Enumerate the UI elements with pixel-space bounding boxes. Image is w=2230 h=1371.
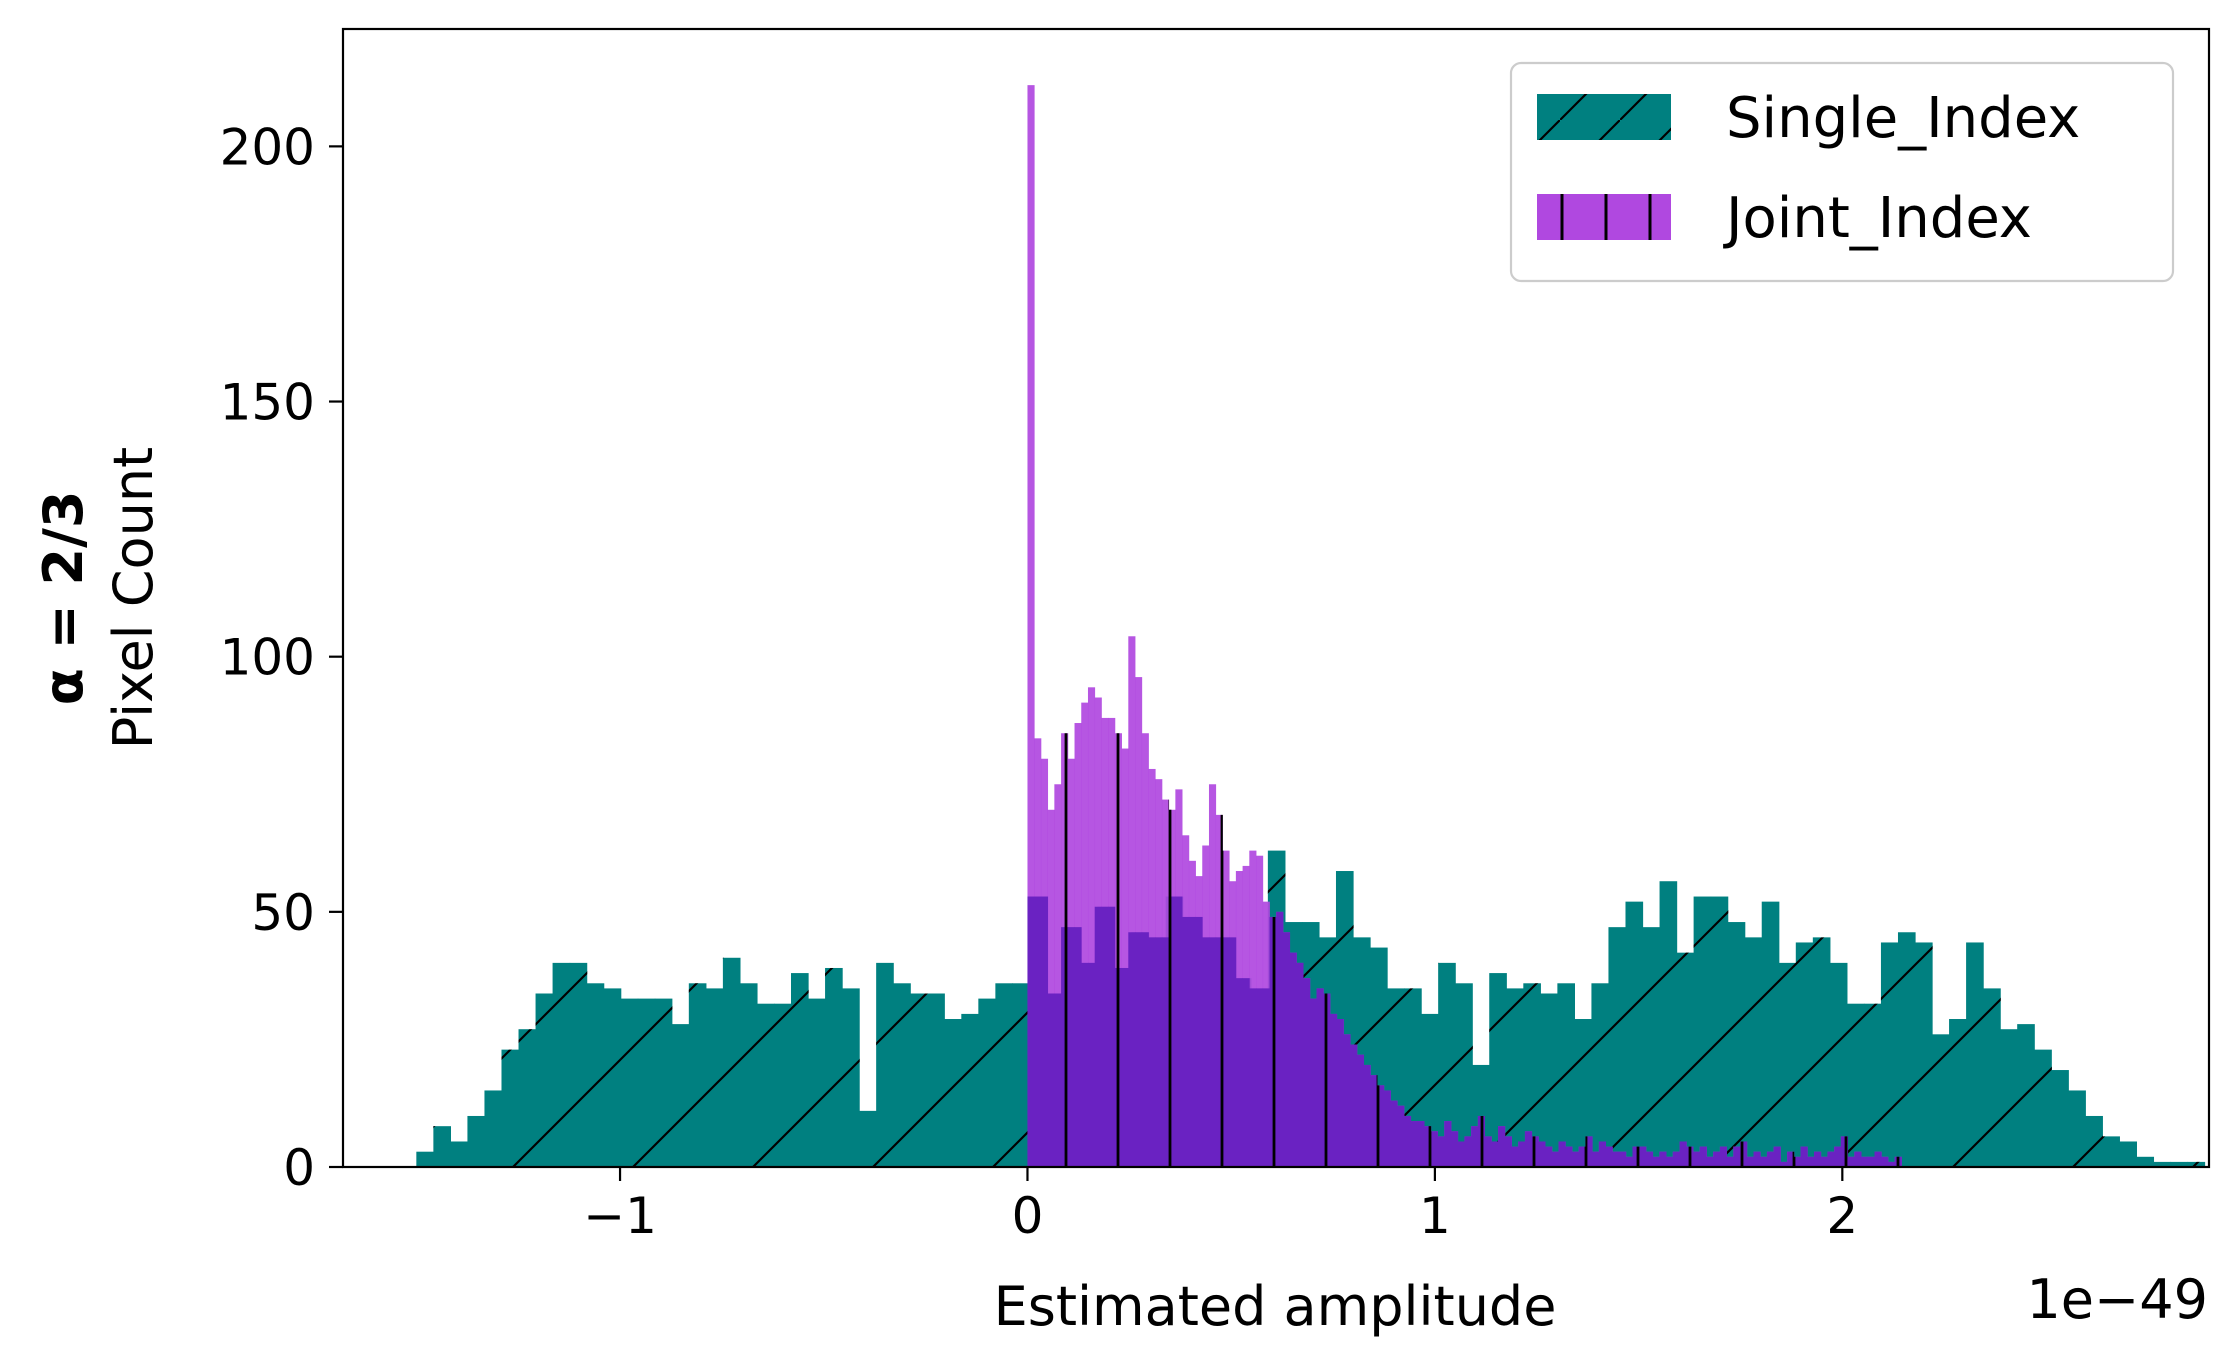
joint-index-bars <box>1027 85 1902 1167</box>
x-tick-label: 0 <box>1012 1187 1044 1245</box>
legend-label-joint: Joint_Index <box>1723 186 2032 251</box>
x-axis-offset-label: 1e−49 <box>2026 1268 2208 1331</box>
x-axis-ticks: −1 0 1 2 <box>583 1167 1858 1245</box>
y-tick-label: 100 <box>220 629 315 687</box>
y-axis-label: Pixel Count <box>102 447 165 749</box>
y-axis-ticks: 0 50 100 150 200 <box>220 118 343 1197</box>
x-tick-label: 1 <box>1419 1187 1451 1245</box>
y-tick-label: 200 <box>220 118 315 176</box>
single-index-bar <box>2222 1162 2230 1167</box>
legend-swatch-joint-hatch <box>1537 194 1671 240</box>
y-tick-label: 0 <box>283 1139 315 1197</box>
joint-index-hatch <box>1027 85 1902 1167</box>
legend: Single_Index Joint_Index <box>1509 61 2175 283</box>
y-axis-label-group: α = 2/3 Pixel Count <box>32 447 165 749</box>
y-axis-label-bold: α = 2/3 <box>32 491 95 706</box>
x-tick-label: −1 <box>583 1187 657 1245</box>
y-tick-label: 50 <box>251 884 315 942</box>
x-axis-label: Estimated amplitude <box>994 1275 1557 1338</box>
legend-frame <box>1509 61 2175 283</box>
x-tick-label: 2 <box>1826 1187 1858 1245</box>
legend-label-single: Single_Index <box>1726 86 2080 151</box>
legend-swatch-single-hatch <box>1537 94 1671 140</box>
y-tick-label: 150 <box>220 374 315 432</box>
axes-frame <box>341 27 2211 1169</box>
